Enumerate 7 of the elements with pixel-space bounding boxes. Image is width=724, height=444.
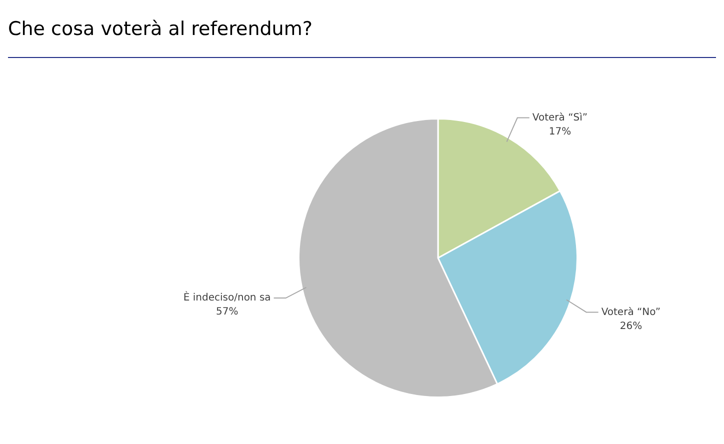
slice-label: Voterà “Sì” — [532, 112, 588, 124]
data-label: 17% — [548, 126, 572, 138]
slice-label: È indeciso/non sa — [183, 290, 271, 304]
data-label: 26% — [620, 320, 642, 332]
slice-label: Voterà “No” — [601, 306, 661, 318]
chart-title: Che cosa voterà al referendum? — [8, 18, 312, 40]
data-label: 57% — [216, 306, 238, 318]
